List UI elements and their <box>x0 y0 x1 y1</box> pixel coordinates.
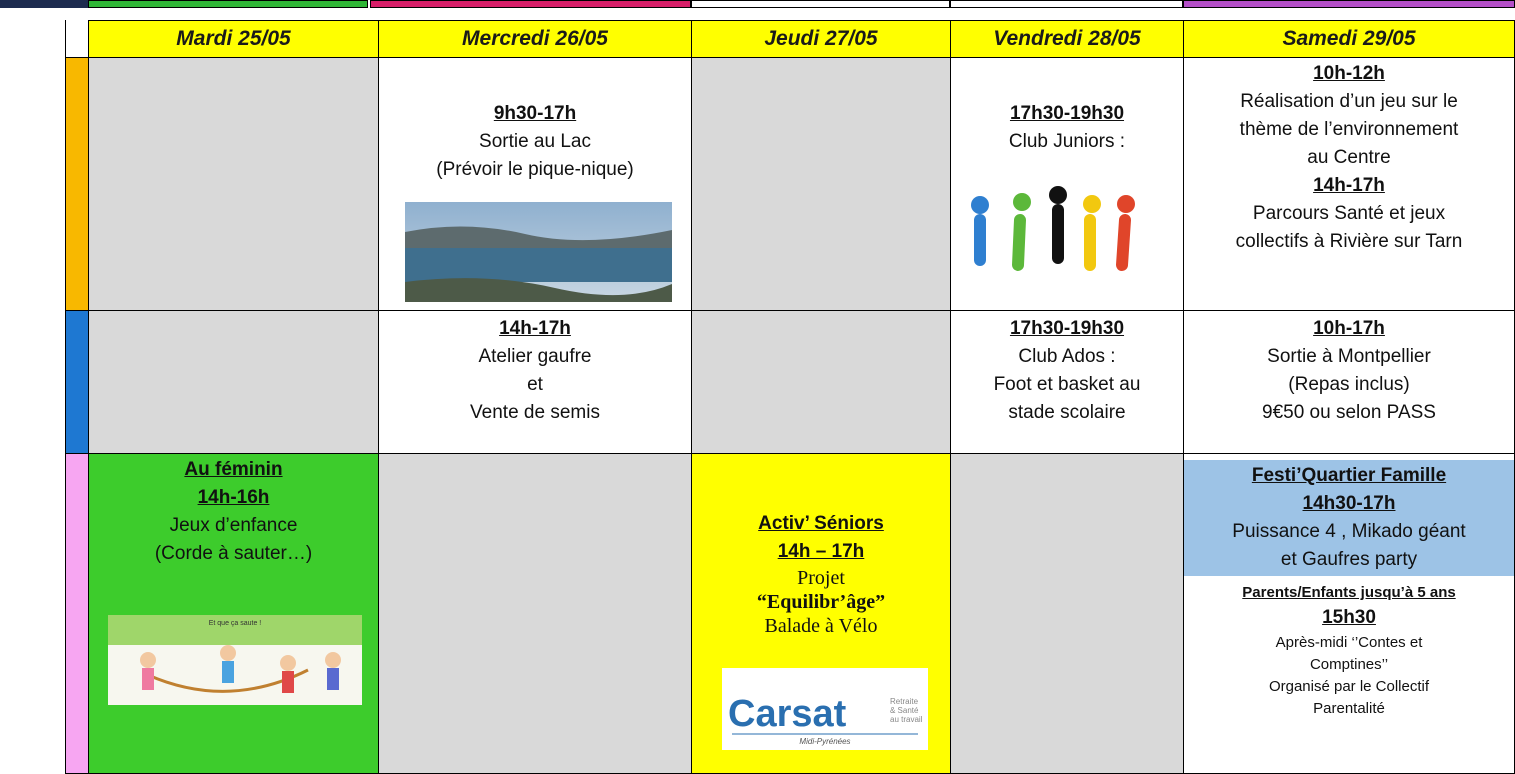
activity-line: Club Ados : <box>1018 346 1116 367</box>
time-heading: 17h30-19h30 <box>1009 318 1125 339</box>
activity-line: Après-midi ‘’Contes et <box>1275 634 1423 651</box>
cell: 10h-12h Réalisation d’un jeu sur le thème … <box>1183 57 1515 311</box>
day-header: Mercredi 26/05 <box>378 20 692 58</box>
cell-block: Parents/Enfants jusqu’à 5 ans 15h30 Après-… <box>1184 582 1514 720</box>
activity-line: Comptines’’ <box>1309 656 1389 673</box>
carsat-logo: Carsat Retraite & Santé au travail Midi-… <box>722 668 928 750</box>
activity-line: Sortie à Montpellier <box>1267 346 1431 367</box>
activity-line: Jeux d’enfance <box>169 515 298 536</box>
cell: 17h30-19h30 Club Juniors : <box>950 57 1184 311</box>
image-caption: Et que ça saute ! <box>209 620 262 627</box>
cell: 17h30-19h30 Club Ados : Foot et basket au s… <box>950 310 1184 454</box>
cell-block: 14h-17h Atelier gaufre et Vente de semis <box>379 315 691 427</box>
logo-tagline: Retraite <box>890 697 919 706</box>
activity-line: Foot et basket au <box>993 374 1141 395</box>
row-label-cell: 12/16 ANS <box>65 310 89 454</box>
time-heading: 14h – 17h <box>777 541 865 562</box>
cell <box>691 57 951 311</box>
cell-block: Au féminin 14h-16h Jeux d’enfance (Corde à … <box>89 456 378 568</box>
time-heading: Festi’Quartier Famille <box>1251 465 1447 486</box>
cell-block: 14h-17h Parcours Santé et jeux collectifs … <box>1184 172 1514 256</box>
time-heading: Parents/Enfants jusqu’à 5 ans <box>1242 584 1456 601</box>
cell: 10h-17h Sortie à Montpellier (Repas inclus… <box>1183 310 1515 454</box>
cell <box>88 57 379 311</box>
time-heading: Au féminin <box>184 459 283 480</box>
time-heading: 15h30 <box>1322 607 1376 628</box>
activity-line: Vente de semis <box>470 402 600 423</box>
row-label-cell: FAMILLES § SENIORS <box>65 453 89 774</box>
activity-line: Organisé par le Collectif <box>1268 678 1430 695</box>
logo-name: Carsat <box>728 693 847 735</box>
cell-block: 10h-17h Sortie à Montpellier (Repas inclus… <box>1184 315 1514 427</box>
activity-line: stade scolaire <box>1008 402 1126 423</box>
kids-image: Et que ça saute ! <box>108 615 362 705</box>
cell: 14h-17h Atelier gaufre et Vente de semis <box>378 310 692 454</box>
strip <box>88 0 368 8</box>
cell-block: 10h-12h Réalisation d’un jeu sur le thème … <box>1184 60 1514 172</box>
strip <box>691 0 950 8</box>
activity-line: Réalisation d’un jeu sur le <box>1240 91 1458 112</box>
logo-region: Midi-Pyrénées <box>799 737 850 746</box>
day-header: Mardi 25/05 <box>88 20 379 58</box>
activity-line: Balade à Vélo <box>764 615 878 637</box>
activity-line: au Centre <box>1307 147 1391 168</box>
corner <box>65 20 89 58</box>
cell-block: Festi’Quartier Famille 14h30-17h Puissance… <box>1184 460 1514 576</box>
activity-line: 9€50 ou selon PASS <box>1262 402 1436 423</box>
activity-line: (Corde à sauter…) <box>154 543 313 564</box>
logo-tagline: & Santé <box>890 706 919 715</box>
activity-line: “Equilibr’âge” <box>756 591 886 613</box>
time-heading: 14h-16h <box>197 487 270 508</box>
cell-block: 9h30-17h Sortie au Lac (Prévoir le pique-n… <box>379 100 691 184</box>
cell <box>88 310 379 454</box>
logo-tagline: au travail <box>890 715 923 724</box>
cell-block: Activ’ Séniors 14h – 17h Projet “Equilibr’â… <box>692 510 950 638</box>
figures-image <box>971 186 1135 271</box>
day-header: Vendredi 28/05 <box>950 20 1184 58</box>
lake-image <box>405 202 672 302</box>
activity-line: Club Juniors : <box>1008 131 1126 152</box>
activity-line: et Gaufres party <box>1280 549 1418 570</box>
row-label: 12/16 ANS <box>66 311 88 329</box>
cell-block: 17h30-19h30 Club Ados : Foot et basket au s… <box>951 315 1183 427</box>
activity-line: Atelier gaufre <box>478 346 592 367</box>
strip <box>950 0 1183 8</box>
cell <box>950 453 1184 774</box>
row-label: 6/11 ANS <box>66 58 88 76</box>
activity-line: Projet <box>797 567 845 589</box>
activity-line: collectifs à Rivière sur Tarn <box>1235 231 1463 252</box>
cell-block: 17h30-19h30 Club Juniors : <box>951 100 1183 156</box>
time-heading: 14h-17h <box>1313 175 1385 196</box>
row-label: FAMILLES § SENIORS <box>66 454 88 472</box>
activity-line: thème de l’environnement <box>1239 119 1459 140</box>
strip <box>0 0 88 8</box>
row-label-cell: 6/11 ANS <box>65 57 89 311</box>
day-header: Samedi 29/05 <box>1183 20 1515 58</box>
cell: Au féminin 14h-16h Jeux d’enfance (Corde à … <box>88 453 379 774</box>
activity-line: (Repas inclus) <box>1288 374 1410 395</box>
time-heading: 14h-17h <box>499 318 571 339</box>
cell: Festi’Quartier Famille 14h30-17h Puissance… <box>1183 453 1515 774</box>
strip <box>1183 0 1515 8</box>
cell <box>691 310 951 454</box>
activity-line: et <box>527 374 543 395</box>
strip <box>370 0 691 8</box>
time-heading: 9h30-17h <box>493 103 577 124</box>
time-heading: 10h-12h <box>1313 63 1385 84</box>
time-heading: Activ’ Séniors <box>758 513 884 534</box>
time-heading: 14h30-17h <box>1302 493 1396 514</box>
day-header: Jeudi 27/05 <box>691 20 951 58</box>
activity-line: Puissance 4 , Mikado géant <box>1232 521 1466 542</box>
activity-line: Sortie au Lac <box>479 131 591 152</box>
time-heading: 10h-17h <box>1313 318 1385 339</box>
time-heading: 17h30-19h30 <box>1009 103 1125 124</box>
activity-line: Parcours Santé et jeux <box>1252 203 1446 224</box>
activity-line: Parentalité <box>1313 700 1385 717</box>
cell <box>378 453 692 774</box>
activity-line: (Prévoir le pique-nique) <box>436 159 634 180</box>
